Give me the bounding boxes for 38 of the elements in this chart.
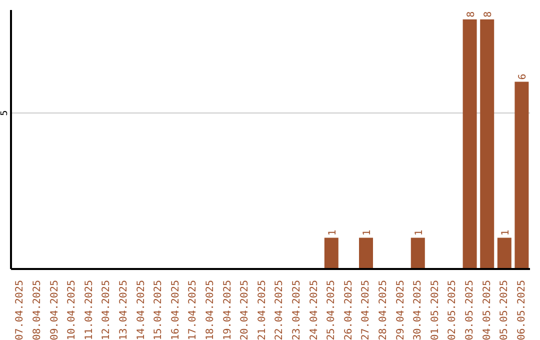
- x-tick-label: 20.04.2025: [240, 280, 251, 340]
- x-tick-label: 22.04.2025: [274, 280, 286, 340]
- x-tick-label: 30.04.2025: [412, 280, 424, 340]
- x-tick-label: 19.04.2025: [222, 280, 234, 340]
- data-label: 1: [414, 230, 425, 236]
- x-tick-label: 26.04.2025: [343, 280, 354, 340]
- x-tick-label: 15.04.2025: [153, 280, 164, 340]
- x-tick-label: 05.05.2025: [499, 280, 510, 340]
- x-tick-label: 10.04.2025: [66, 280, 78, 340]
- data-label: 6: [518, 74, 529, 80]
- x-tick-label: 28.04.2025: [378, 280, 389, 340]
- x-tick-label: 04.05.2025: [482, 280, 493, 340]
- y-tick-label: 5: [0, 110, 10, 116]
- x-tick-label: 16.04.2025: [170, 280, 182, 340]
- data-label: 1: [327, 230, 338, 236]
- x-tick-label: 29.04.2025: [395, 280, 406, 340]
- x-tick-label: 21.04.2025: [256, 280, 268, 340]
- x-tick-label: 24.04.2025: [308, 280, 320, 340]
- data-label: 1: [362, 230, 373, 236]
- x-tick-label: 12.04.2025: [101, 280, 112, 340]
- data-label: 8: [466, 11, 477, 18]
- x-tick-label: 01.05.2025: [430, 280, 441, 340]
- x-tick-label: 23.04.2025: [291, 280, 302, 340]
- x-tick-label: 08.04.2025: [32, 280, 43, 340]
- x-tick-label: 06.05.2025: [516, 280, 528, 340]
- x-tick-label: 02.05.2025: [447, 280, 458, 340]
- x-tick-label: 25.04.2025: [326, 280, 338, 340]
- x-tick-label: 17.04.2025: [188, 280, 199, 340]
- x-tick-label: 07.04.2025: [14, 280, 26, 340]
- x-tick-label: 18.04.2025: [204, 280, 216, 340]
- x-tick-label: 14.04.2025: [136, 280, 147, 340]
- x-tick-label: 09.04.2025: [49, 280, 60, 340]
- data-label: 8: [483, 11, 494, 18]
- data-label: 1: [500, 230, 512, 236]
- x-tick-label: 11.04.2025: [84, 280, 95, 340]
- x-tick-label: 13.04.2025: [118, 280, 130, 340]
- x-tick-label: 27.04.2025: [360, 280, 372, 340]
- x-tick-label: 03.05.2025: [464, 280, 476, 340]
